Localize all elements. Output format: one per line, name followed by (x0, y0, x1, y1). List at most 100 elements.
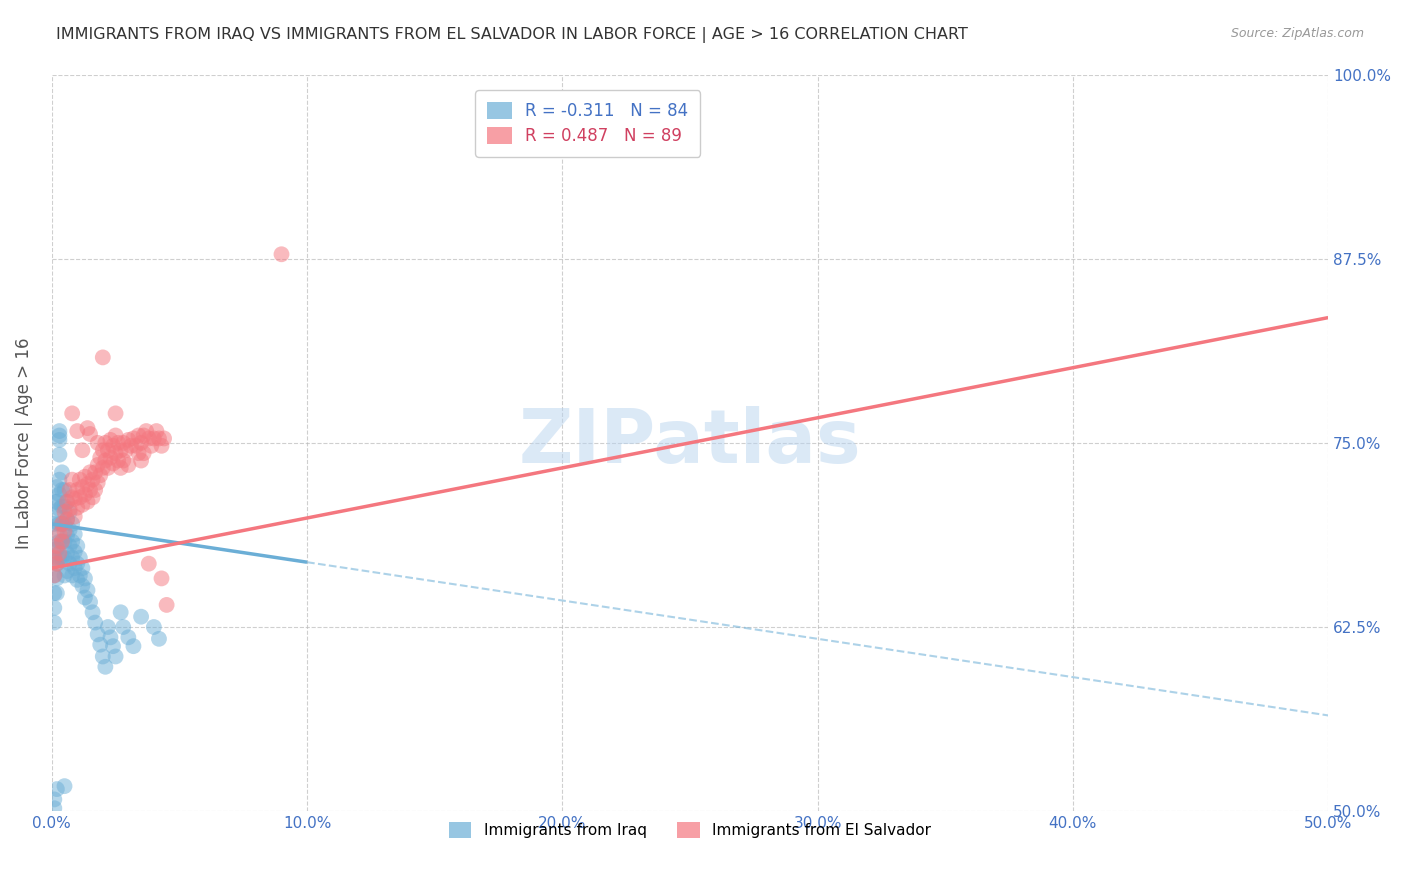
Point (45, 586, 67, 600)
Point (86, 627, 108, 641)
Point (44, 568, 66, 582)
Point (48, 527, 70, 541)
Point (82, 491, 104, 505)
Point (89, 638, 111, 652)
Point (79, 427, 101, 442)
Point (63, 527, 86, 541)
Point (89, 450, 111, 465)
Point (53, 524, 76, 539)
Point (132, 428, 155, 442)
Text: ZIPatlas: ZIPatlas (519, 407, 862, 479)
Point (63, 509, 86, 524)
Point (91, 443, 114, 458)
Point (117, 433, 139, 447)
Point (110, 461, 132, 475)
Point (97, 620, 120, 634)
Point (60, 406, 83, 420)
Point (48, 473, 70, 487)
Point (101, 457, 124, 471)
Point (73, 487, 96, 501)
Point (148, 432, 170, 446)
Point (117, 630, 139, 644)
Point (48, 546, 70, 560)
Point (56, 495, 79, 509)
Point (45, 480, 67, 494)
Point (66, 483, 89, 497)
Point (45, 557, 67, 571)
Point (45, 782, 67, 797)
Point (148, 632, 170, 646)
Point (56, 529, 79, 543)
Point (76, 421, 98, 435)
Point (153, 432, 176, 446)
Point (48, 516, 70, 531)
Point (107, 435, 129, 450)
Point (129, 435, 152, 450)
Point (48, 448, 70, 462)
Point (45, 541, 67, 556)
Point (53, 550, 76, 565)
Point (112, 453, 135, 467)
Point (150, 571, 173, 585)
Point (53, 499, 76, 513)
Point (82, 605, 104, 619)
Point (45, 539, 67, 553)
Point (53, 505, 76, 519)
Point (44, 615, 66, 630)
Point (48, 433, 70, 447)
Point (48, 428, 70, 442)
Point (94, 660, 117, 674)
Point (63, 545, 86, 559)
Point (84, 483, 107, 497)
Point (107, 453, 129, 467)
Point (122, 639, 145, 653)
Point (104, 406, 127, 420)
Point (156, 598, 179, 612)
Point (48, 487, 70, 501)
Point (48, 550, 70, 565)
Point (60, 491, 83, 505)
Point (60, 473, 83, 487)
Point (53, 534, 76, 549)
Point (48, 502, 70, 516)
Point (86, 475, 108, 490)
Point (129, 453, 152, 467)
Point (44, 792, 66, 806)
Point (51, 499, 73, 513)
Point (45, 495, 67, 509)
Point (101, 439, 124, 453)
Point (44, 554, 66, 568)
Point (45, 571, 67, 585)
Point (86, 458, 108, 472)
Point (114, 443, 136, 458)
Point (48, 534, 70, 549)
Point (73, 591, 96, 605)
Point (56, 512, 79, 526)
Point (110, 443, 132, 458)
Point (69, 568, 91, 582)
Point (44, 801, 66, 815)
Point (51, 516, 73, 531)
Point (142, 432, 165, 446)
Point (128, 428, 150, 442)
Point (104, 649, 127, 664)
Point (56, 564, 79, 578)
Point (72, 498, 94, 512)
Point (100, 450, 122, 465)
Point (63, 561, 86, 575)
Point (117, 458, 139, 472)
Text: IMMIGRANTS FROM IRAQ VS IMMIGRANTS FROM EL SALVADOR IN LABOR FORCE | AGE > 16 CO: IMMIGRANTS FROM IRAQ VS IMMIGRANTS FROM … (56, 27, 969, 43)
Point (69, 491, 91, 505)
Point (135, 424, 157, 438)
Legend: Immigrants from Iraq, Immigrants from El Salvador: Immigrants from Iraq, Immigrants from El… (443, 816, 938, 844)
Point (101, 639, 124, 653)
Point (94, 435, 117, 450)
Point (59, 539, 82, 553)
Y-axis label: In Labor Force | Age > 16: In Labor Force | Age > 16 (15, 337, 32, 549)
Point (56, 495, 79, 509)
Point (56, 512, 79, 526)
Point (60, 516, 83, 531)
Point (59, 557, 82, 571)
Point (51, 483, 73, 497)
Point (97, 461, 120, 475)
